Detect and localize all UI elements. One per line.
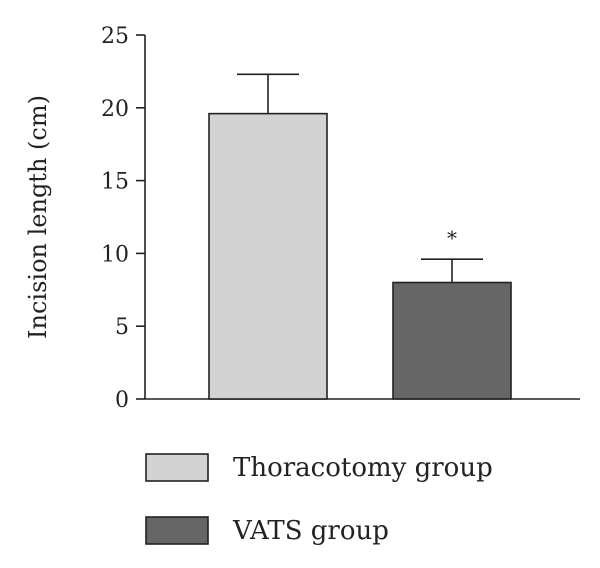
bar-thoracotomy	[208, 112, 328, 400]
legend-swatch	[145, 453, 209, 482]
y-tick-label: 20	[101, 97, 129, 122]
plot-area: 0 5 10 15 20 25 *	[101, 24, 580, 413]
bar-vats	[392, 281, 512, 400]
legend: Thoracotomy group VATS group	[145, 453, 493, 546]
y-tick-label: 0	[115, 388, 129, 413]
legend-label: VATS group	[232, 516, 389, 546]
y-axis-title: Incision length (cm)	[24, 95, 52, 339]
significance-marker: *	[447, 226, 457, 250]
legend-swatch	[145, 516, 209, 545]
y-tick-label: 5	[115, 315, 129, 340]
legend-label: Thoracotomy group	[233, 453, 493, 483]
y-tick-label: 25	[101, 24, 129, 49]
y-tick-label: 10	[101, 242, 129, 267]
y-tick-label: 15	[101, 170, 129, 195]
